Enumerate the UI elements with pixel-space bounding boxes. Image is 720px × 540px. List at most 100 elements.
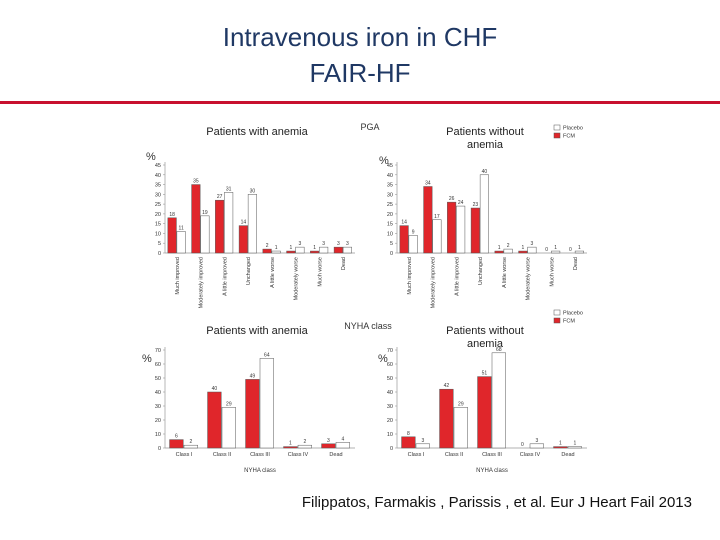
value-label: 24 [458,200,464,206]
x-tick-label: Class II [445,452,464,458]
section-label: PGA [360,122,379,132]
value-label: 1 [578,245,581,251]
bar [401,436,416,449]
value-label: 2 [189,439,192,445]
y-tick-label: 10 [387,432,393,438]
bar [295,246,305,254]
y-axis-label: % [142,353,152,365]
legend-label: FCM [563,134,575,140]
y-tick-label: 60 [155,362,161,368]
legend-label: FCM [563,319,575,325]
y-tick-label: 35 [155,183,161,189]
value-label: 51 [482,371,488,377]
value-label: 8 [407,431,410,437]
bar [238,225,248,254]
y-axis-label: % [379,155,389,167]
bar [527,246,537,254]
y-tick-label: 0 [390,251,393,257]
x-tick-label: Moderately improved [431,257,437,308]
x-tick-label: Moderately worse [294,257,300,300]
panel-title: Patients without anemia [446,325,524,350]
value-label: 3 [337,241,340,247]
x-tick-label: Moderately worse [526,257,532,300]
value-label: 0 [569,247,572,253]
value-label: 31 [226,186,232,192]
x-tick-label: A little improved [454,257,460,296]
bar [423,186,433,254]
x-tick-label: Much worse [317,257,323,287]
value-label: 1 [573,441,576,447]
x-tick-label: Class III [482,452,502,458]
x-tick-label: Class III [250,452,270,458]
value-label: 23 [473,202,479,208]
bar [432,219,442,254]
x-tick-label: A little worse [270,257,276,288]
bar [271,250,281,254]
x-tick-label: Much worse [549,257,555,287]
value-label: 1 [313,245,316,251]
bar [245,379,260,449]
bar [321,443,336,449]
y-tick-label: 60 [387,362,393,368]
bar [169,439,184,449]
y-tick-label: 40 [387,390,393,396]
y-tick-label: 0 [390,446,393,452]
x-tick-label: Dead [561,452,574,458]
value-label: 1 [521,245,524,251]
y-axis-label: % [378,353,388,365]
bar [470,207,480,254]
value-label: 2 [303,439,306,445]
y-tick-label: 40 [155,173,161,179]
y-axis-label: % [146,151,156,163]
value-label: 1 [554,245,557,251]
y-tick-label: 0 [158,251,161,257]
y-tick-label: 30 [387,192,393,198]
bar [342,246,352,254]
bar [439,388,454,449]
value-label: 26 [449,196,455,202]
bar [247,194,257,254]
bar [479,174,489,254]
legend-swatch [553,309,561,316]
x-tick-label: Dead [341,257,347,270]
y-tick-label: 70 [155,348,161,354]
bar [551,250,561,254]
value-label: 40 [212,386,218,392]
y-tick-label: 5 [390,241,393,247]
x-tick-label: Class II [213,452,232,458]
value-label: 40 [482,169,488,175]
y-tick-label: 50 [387,376,393,382]
bar [200,215,210,254]
y-tick-label: 0 [158,446,161,452]
bar [310,250,320,254]
bar [453,407,468,449]
value-label: 3 [346,241,349,247]
value-label: 17 [434,214,440,220]
y-tick-label: 20 [387,212,393,218]
y-tick-label: 35 [387,183,393,189]
bar [183,444,198,449]
value-label: 1 [498,245,501,251]
y-tick-label: 45 [155,163,161,169]
bar [319,246,329,254]
y-tick-label: 30 [387,404,393,410]
bar [262,248,272,254]
value-label: 1 [289,441,292,447]
bar [215,199,225,254]
value-label: 3 [421,438,424,444]
bar [221,407,236,449]
bar [286,250,296,254]
y-tick-label: 15 [387,222,393,228]
value-label: 42 [444,383,450,389]
x-tick-label: Unchanged [478,257,484,285]
y-tick-label: 40 [387,173,393,179]
section-label: NYHA class [344,321,392,331]
value-label: 0 [545,247,548,253]
value-label: 18 [169,212,175,218]
y-tick-label: 25 [155,202,161,208]
value-label: 3 [531,241,534,247]
value-label: 2 [266,243,269,249]
bar [333,246,343,254]
bar [259,358,274,449]
